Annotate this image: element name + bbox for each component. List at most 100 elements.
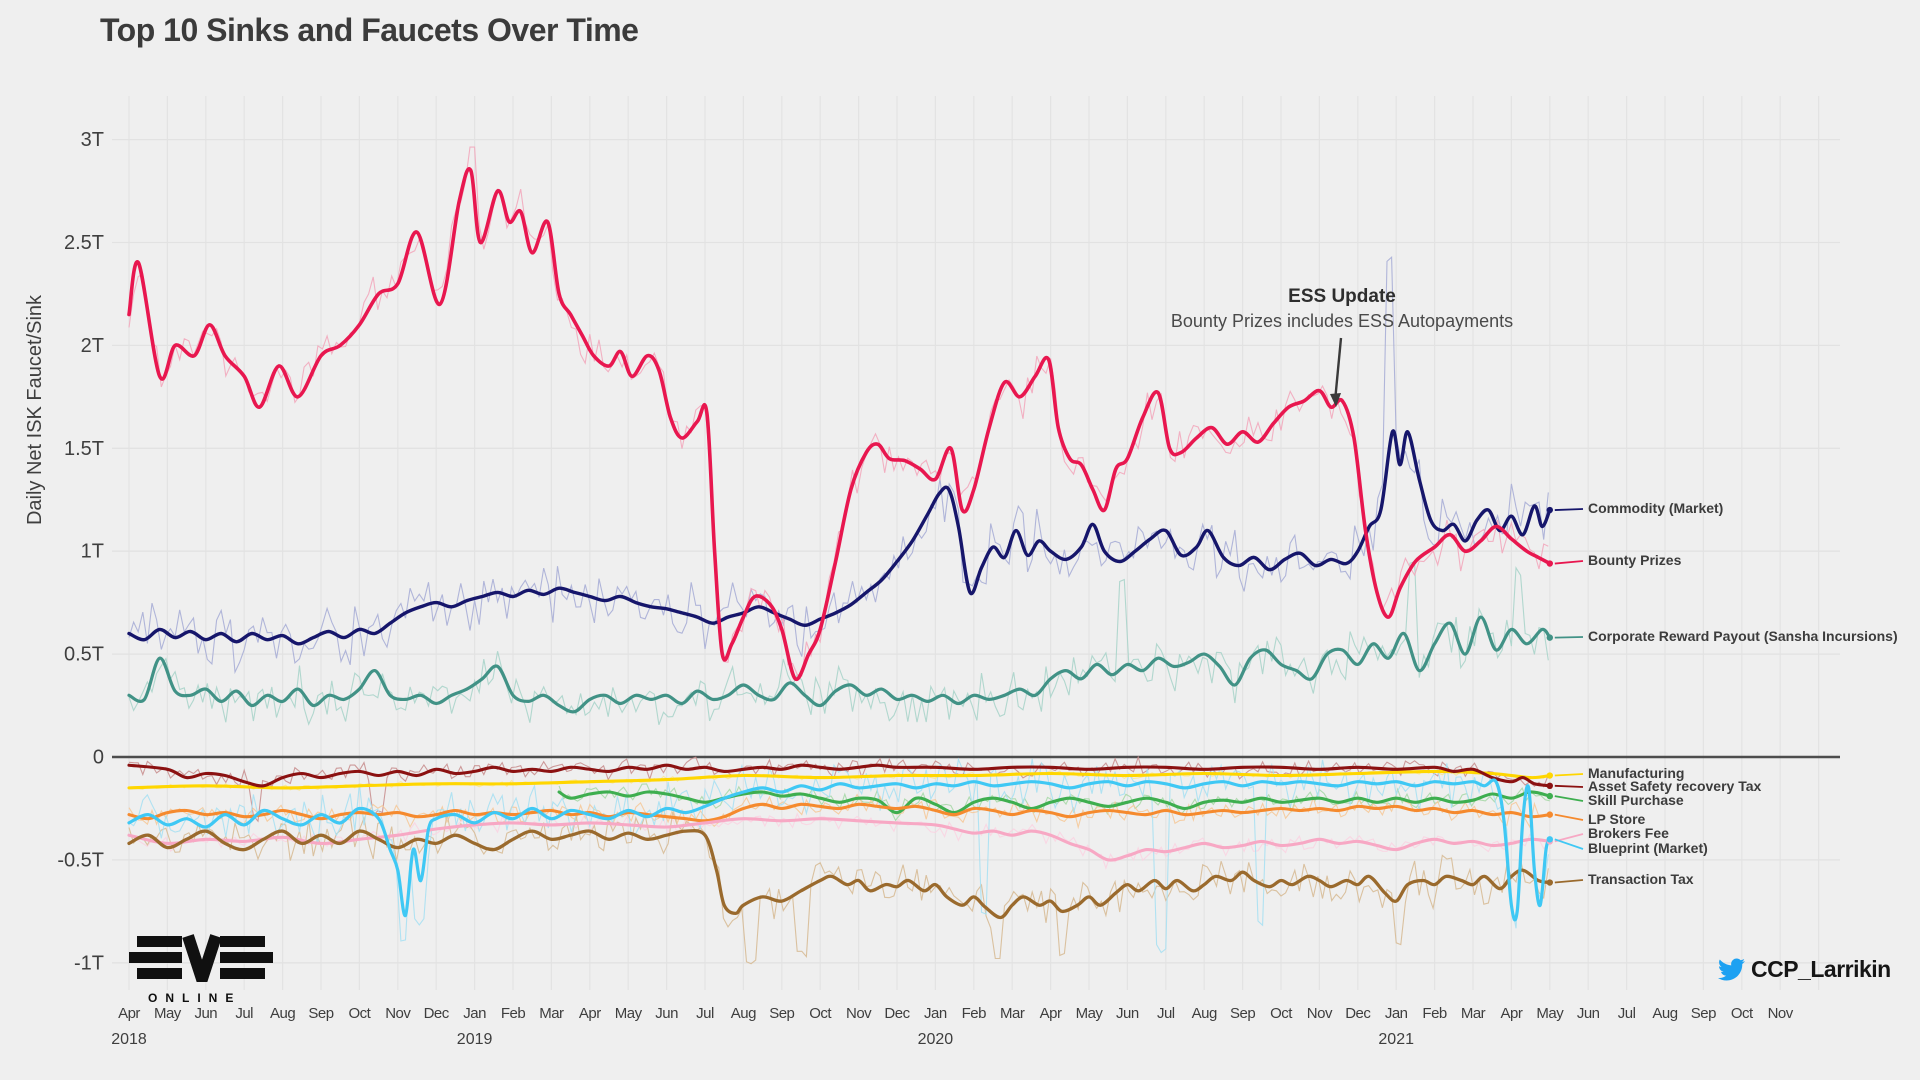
y-axis-ticks: 3T 2.5T 2T 1.5T 1T 0.5T 0 -0.5T -1T — [57, 129, 104, 974]
x-year-label: 2019 — [457, 1031, 493, 1048]
series-label-lp-store: LP Store — [1588, 811, 1646, 827]
x-month-label: Nov — [1307, 1005, 1333, 1022]
line-end-markers — [1546, 506, 1584, 886]
y-tick-label: 3T — [81, 129, 104, 151]
line-commodity-market — [127, 429, 1552, 646]
eve-logo-subtext: ONLINE — [148, 991, 242, 1005]
twitter-credit[interactable]: CCP_Larrikin — [1718, 956, 1891, 983]
series-label-asset-safety-recovery-tax: Asset Safety recovery Tax — [1588, 778, 1762, 794]
x-month-label: Jul — [1618, 1005, 1636, 1022]
x-month-label: Oct — [1731, 1005, 1754, 1022]
leader-commodity-market — [1554, 508, 1584, 511]
x-month-label: Jun — [1116, 1005, 1139, 1022]
y-tick-label: -1T — [74, 952, 104, 974]
x-month-label: May — [615, 1005, 643, 1022]
x-month-label: Dec — [424, 1005, 450, 1022]
end-dot-blueprint-market — [1546, 836, 1554, 843]
x-month-label: Dec — [884, 1005, 910, 1022]
x-month-label: Apr — [1040, 1005, 1062, 1022]
leader-asset-safety-recovery-tax — [1554, 784, 1584, 788]
raw-line-bounty-prizes — [128, 146, 1549, 677]
x-month-label: May — [1076, 1005, 1104, 1022]
leader-corporate-reward-payout-sansha-incursions — [1554, 636, 1584, 639]
line-asset-safety-recovery-tax — [127, 763, 1552, 788]
raw-line-transaction-tax — [128, 811, 1549, 965]
gridlines — [112, 96, 1840, 990]
series-label-manufacturing: Manufacturing — [1588, 765, 1685, 781]
series-label-commodity-market: Commodity (Market) — [1588, 500, 1724, 516]
raw-line-corporate-reward-payout-sansha-incursions — [128, 560, 1549, 726]
smoothed-lines — [127, 167, 1552, 922]
y-tick-label: 2.5T — [64, 232, 104, 254]
leader-bounty-prizes — [1554, 560, 1584, 565]
leader-manufacturing — [1554, 773, 1584, 777]
end-dot-corporate-reward-payout-sansha-incursions — [1546, 634, 1554, 641]
line-lp-store — [127, 802, 1552, 823]
chart-title: Top 10 Sinks and Faucets Over Time — [100, 12, 639, 48]
end-dot-transaction-tax — [1546, 879, 1554, 886]
leader-transaction-tax — [1554, 879, 1584, 884]
x-month-label: Jun — [1577, 1005, 1600, 1022]
x-month-label: Mar — [1461, 1005, 1486, 1022]
line-corporate-reward-payout-sansha-incursions — [127, 615, 1552, 714]
x-month-label: Aug — [270, 1005, 295, 1022]
line-blueprint-market — [127, 778, 1552, 922]
end-dot-manufacturing — [1546, 772, 1554, 779]
y-tick-label: 0.5T — [64, 644, 104, 666]
x-month-label: Nov — [1768, 1005, 1794, 1022]
y-tick-label: 1T — [81, 541, 104, 563]
y-tick-label: 1.5T — [64, 438, 104, 460]
series-label-bounty-prizes: Bounty Prizes — [1588, 552, 1682, 568]
y-tick-label: 2T — [81, 335, 104, 357]
x-month-label: Nov — [385, 1005, 411, 1022]
x-month-label: Aug — [1192, 1005, 1217, 1022]
end-dot-bounty-prizes — [1546, 560, 1554, 567]
ess-update-annotation: ESS Update Bounty Prizes includes ESS Au… — [1171, 286, 1513, 332]
end-dot-asset-safety-recovery-tax — [1546, 782, 1554, 790]
x-month-label: Jan — [1385, 1005, 1408, 1022]
x-month-label: Sep — [308, 1005, 333, 1022]
x-year-label: 2018 — [111, 1031, 147, 1048]
x-month-label: May — [1536, 1005, 1564, 1022]
y-tick-label: 0 — [93, 747, 104, 769]
end-dot-skill-purchase — [1546, 792, 1554, 800]
x-month-label: Jul — [1157, 1005, 1175, 1022]
x-year-label: 2020 — [918, 1031, 954, 1048]
twitter-bird-icon — [1718, 958, 1745, 981]
x-month-label: Mar — [1000, 1005, 1025, 1022]
twitter-handle: CCP_Larrikin — [1751, 956, 1891, 982]
series-label-blueprint-market: Blueprint (Market) — [1588, 840, 1708, 856]
annotation-subtitle: Bounty Prizes includes ESS Autopayments — [1170, 311, 1514, 331]
x-month-label: Jul — [235, 1005, 253, 1022]
x-month-label: Feb — [962, 1005, 987, 1022]
x-month-label: Nov — [846, 1005, 872, 1022]
leader-blueprint-market — [1554, 838, 1584, 850]
x-month-label: Oct — [348, 1005, 371, 1022]
annotation-arrow — [1330, 337, 1343, 407]
eve-logo-icon — [129, 934, 273, 999]
y-tick-label: -0.5T — [57, 849, 104, 871]
leader-skill-purchase — [1554, 795, 1584, 802]
x-month-label: Apr — [579, 1005, 601, 1022]
x-month-label: Sep — [1691, 1005, 1716, 1022]
line-manufacturing — [127, 769, 1552, 790]
x-month-label: Jun — [194, 1005, 217, 1022]
end-dot-commodity-market — [1546, 506, 1554, 514]
leader-lp-store — [1554, 813, 1584, 821]
x-month-label: Jun — [655, 1005, 678, 1022]
x-year-label: 2021 — [1378, 1031, 1414, 1048]
x-month-label: Apr — [118, 1005, 140, 1022]
x-month-label: Aug — [731, 1005, 756, 1022]
x-month-label: Aug — [1652, 1005, 1677, 1022]
eve-online-logo: ONLINE — [128, 934, 273, 1005]
x-month-label: May — [154, 1005, 182, 1022]
x-month-label: Apr — [1500, 1005, 1522, 1022]
series-label-skill-purchase: Skill Purchase — [1588, 792, 1684, 808]
x-month-label: Sep — [1230, 1005, 1255, 1022]
x-month-label: Sep — [769, 1005, 794, 1022]
x-month-label: Oct — [1270, 1005, 1293, 1022]
raw-line-commodity-market — [128, 255, 1549, 675]
y-axis-title: Daily Net ISK Faucet/Sink — [24, 294, 46, 526]
